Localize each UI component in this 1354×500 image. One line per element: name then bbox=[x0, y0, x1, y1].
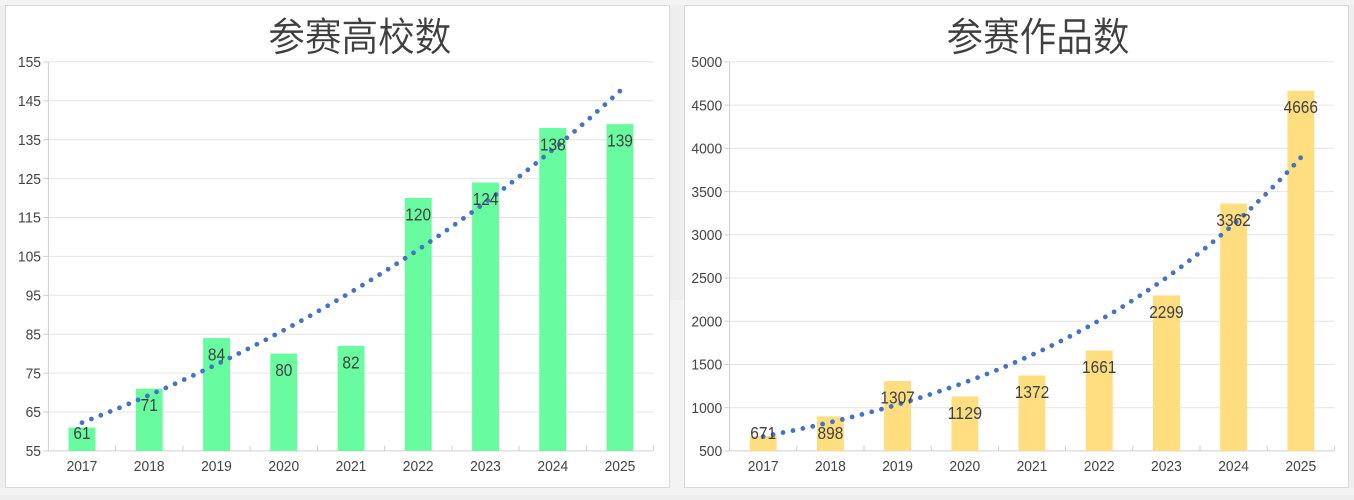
svg-text:138: 138 bbox=[540, 134, 566, 154]
svg-text:124: 124 bbox=[473, 189, 499, 209]
svg-text:95: 95 bbox=[26, 288, 41, 305]
svg-text:671: 671 bbox=[750, 423, 776, 443]
svg-text:2020: 2020 bbox=[949, 458, 980, 475]
svg-text:84: 84 bbox=[208, 345, 225, 365]
svg-text:120: 120 bbox=[405, 204, 431, 224]
svg-text:1307: 1307 bbox=[880, 388, 914, 408]
svg-text:2017: 2017 bbox=[748, 458, 779, 475]
svg-text:1000: 1000 bbox=[691, 400, 722, 417]
svg-text:75: 75 bbox=[26, 365, 41, 382]
svg-text:55: 55 bbox=[26, 443, 41, 460]
svg-text:80: 80 bbox=[275, 360, 292, 380]
svg-text:2025: 2025 bbox=[605, 458, 636, 475]
svg-text:2018: 2018 bbox=[815, 458, 846, 475]
svg-text:2017: 2017 bbox=[67, 458, 98, 475]
svg-text:2020: 2020 bbox=[268, 458, 299, 475]
svg-text:3000: 3000 bbox=[691, 227, 722, 244]
svg-text:139: 139 bbox=[607, 131, 633, 151]
svg-text:135: 135 bbox=[18, 132, 41, 149]
svg-text:898: 898 bbox=[818, 423, 844, 443]
svg-text:3500: 3500 bbox=[691, 184, 722, 201]
svg-text:2023: 2023 bbox=[470, 458, 501, 475]
svg-text:1372: 1372 bbox=[1015, 382, 1049, 402]
svg-text:4000: 4000 bbox=[691, 141, 722, 158]
svg-text:2019: 2019 bbox=[882, 458, 913, 475]
svg-text:2024: 2024 bbox=[537, 458, 568, 475]
svg-text:2500: 2500 bbox=[691, 270, 722, 287]
svg-text:3362: 3362 bbox=[1216, 210, 1250, 230]
svg-text:115: 115 bbox=[18, 210, 41, 227]
svg-text:155: 155 bbox=[18, 54, 41, 71]
svg-text:125: 125 bbox=[18, 171, 41, 188]
svg-text:105: 105 bbox=[18, 249, 41, 266]
svg-text:2299: 2299 bbox=[1149, 302, 1183, 322]
svg-text:4666: 4666 bbox=[1284, 97, 1318, 117]
svg-text:2022: 2022 bbox=[403, 458, 434, 475]
svg-text:2019: 2019 bbox=[201, 458, 232, 475]
svg-text:145: 145 bbox=[18, 93, 41, 110]
svg-text:2000: 2000 bbox=[691, 313, 722, 330]
svg-text:61: 61 bbox=[73, 423, 90, 443]
svg-text:500: 500 bbox=[699, 443, 722, 460]
svg-text:4500: 4500 bbox=[691, 97, 722, 114]
svg-text:2022: 2022 bbox=[1084, 458, 1115, 475]
svg-text:2018: 2018 bbox=[134, 458, 165, 475]
svg-text:1661: 1661 bbox=[1082, 357, 1116, 377]
svg-text:82: 82 bbox=[342, 352, 359, 372]
svg-text:71: 71 bbox=[141, 395, 158, 415]
svg-text:1500: 1500 bbox=[691, 357, 722, 374]
svg-text:2024: 2024 bbox=[1218, 458, 1249, 475]
svg-text:5000: 5000 bbox=[691, 54, 722, 71]
svg-text:2021: 2021 bbox=[336, 458, 367, 475]
svg-text:2023: 2023 bbox=[1151, 458, 1182, 475]
svg-text:65: 65 bbox=[26, 404, 41, 421]
svg-text:85: 85 bbox=[26, 326, 41, 343]
svg-text:1129: 1129 bbox=[948, 403, 982, 423]
svg-text:2021: 2021 bbox=[1017, 458, 1048, 475]
svg-text:2025: 2025 bbox=[1285, 458, 1316, 475]
